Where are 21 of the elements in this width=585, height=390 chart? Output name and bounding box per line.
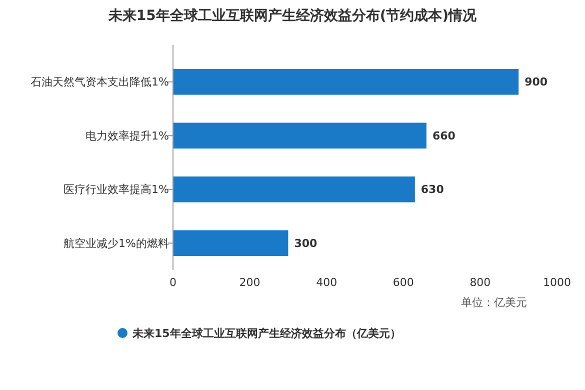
y-tick-label: 医疗行业效率提高1%: [64, 183, 169, 196]
x-tick-label: 800: [470, 276, 491, 289]
data-label: 660: [432, 129, 456, 142]
bar: [173, 230, 288, 256]
x-tick-label: 600: [392, 276, 414, 289]
x-tick-label: 1000: [543, 276, 571, 289]
x-tick-label: 200: [239, 276, 260, 289]
data-label: 630: [420, 183, 444, 196]
bar: [173, 122, 426, 149]
x-tick-label: 400: [316, 276, 338, 289]
y-tick-label: 电力效率提升1%: [86, 129, 169, 142]
chart-title: 未来15年全球工业互联网产生经济效益分布(节约成本)情况: [107, 7, 478, 24]
bar: [173, 68, 519, 95]
y-tick-label: 石油天然气资本支出降低1%: [30, 76, 169, 89]
data-label: 900: [524, 76, 548, 89]
y-tick-label: 航空业减少1%的燃料: [64, 236, 169, 250]
legend-label: 未来15年全球工业互联网产生经济效益分布（亿美元）: [132, 326, 401, 340]
bar: [173, 176, 415, 202]
x-axis-title: 单位：亿美元: [461, 296, 527, 309]
x-tick-label: 0: [170, 276, 176, 289]
data-label: 300: [294, 236, 318, 250]
